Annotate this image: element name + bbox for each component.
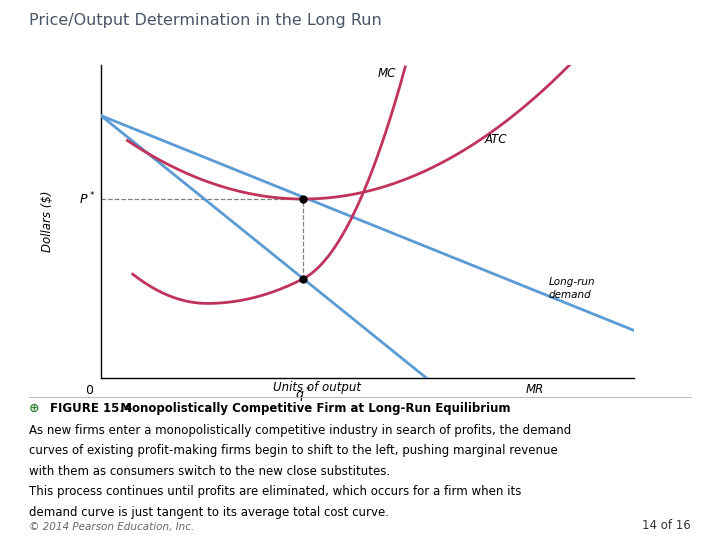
Text: ⊕: ⊕ — [29, 402, 40, 415]
Text: demand curve is just tangent to its average total cost curve.: demand curve is just tangent to its aver… — [29, 506, 389, 519]
Text: FIGURE 15.4: FIGURE 15.4 — [50, 402, 132, 415]
Text: Long-run
demand: Long-run demand — [549, 277, 595, 300]
Text: © 2014 Pearson Education, Inc.: © 2014 Pearson Education, Inc. — [29, 522, 194, 532]
Text: with them as consumers switch to the new close substitutes.: with them as consumers switch to the new… — [29, 465, 390, 478]
Text: This process continues until profits are eliminated, which occurs for a firm whe: This process continues until profits are… — [29, 485, 521, 498]
Text: $q^*$: $q^*$ — [295, 386, 312, 406]
Text: Units of output: Units of output — [273, 381, 361, 394]
Text: curves of existing profit-making firms begin to shift to the left, pushing margi: curves of existing profit-making firms b… — [29, 444, 557, 457]
Text: MR: MR — [526, 383, 544, 396]
Text: ATC: ATC — [485, 133, 507, 146]
Text: $P^*$: $P^*$ — [79, 191, 96, 207]
Text: Price/Output Determination in the Long Run: Price/Output Determination in the Long R… — [29, 14, 382, 29]
Text: 14 of 16: 14 of 16 — [642, 519, 691, 532]
Text: MC: MC — [378, 67, 396, 80]
Text: As new firms enter a monopolistically competitive industry in search of profits,: As new firms enter a monopolistically co… — [29, 424, 571, 437]
Text: Dollars ($): Dollars ($) — [41, 191, 54, 252]
Text: Monopolistically Competitive Firm at Long-Run Equilibrium: Monopolistically Competitive Firm at Lon… — [112, 402, 510, 415]
Text: 0: 0 — [85, 384, 93, 397]
